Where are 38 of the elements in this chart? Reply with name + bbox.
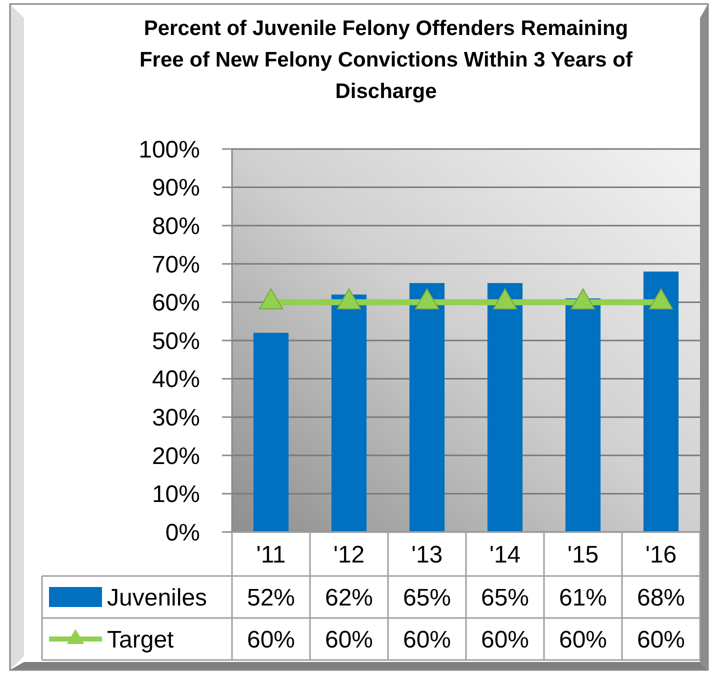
data-label: 60% xyxy=(324,626,374,654)
bar xyxy=(409,283,445,532)
x-tick-label: '15 xyxy=(567,541,599,568)
bar xyxy=(487,283,523,532)
data-label: 60% xyxy=(246,626,296,654)
y-tick-label: 50% xyxy=(152,328,200,355)
x-tick-label: '12 xyxy=(333,541,365,568)
y-tick-label: 10% xyxy=(152,481,200,508)
x-tick-label: '14 xyxy=(489,541,521,568)
y-tick-label: 90% xyxy=(152,174,200,202)
bar xyxy=(643,272,679,532)
y-tick-label: 100% xyxy=(138,136,200,164)
data-label: 61% xyxy=(558,584,608,612)
x-tick-label: '16 xyxy=(645,541,677,568)
x-tick-label: '13 xyxy=(411,541,443,568)
data-label: 60% xyxy=(480,626,530,654)
y-tick-label: 40% xyxy=(152,366,200,394)
bar xyxy=(565,298,601,532)
data-label: 65% xyxy=(402,584,452,612)
data-label: 65% xyxy=(480,584,530,612)
data-label: 60% xyxy=(636,626,686,654)
y-tick-label: 0% xyxy=(165,519,200,546)
data-label: 52% xyxy=(246,584,296,612)
y-tick-label: 20% xyxy=(152,442,200,470)
y-tick-label: 30% xyxy=(152,404,200,432)
y-tick-label: 70% xyxy=(152,251,200,278)
data-label: 68% xyxy=(636,584,686,612)
data-label: 62% xyxy=(324,584,374,612)
data-label: 60% xyxy=(402,626,452,654)
bar xyxy=(331,294,367,532)
y-tick-label: 80% xyxy=(152,213,200,240)
bar xyxy=(253,332,289,532)
data-label: 60% xyxy=(558,626,608,654)
legend-label: Juveniles xyxy=(107,584,208,612)
legend-label: Target xyxy=(107,626,174,654)
y-tick-label: 60% xyxy=(152,290,200,317)
chart-title: Percent of Juvenile Felony Offenders Remaining Free of New Felony Convictions Within 3 Years of Discharge xyxy=(139,17,634,103)
x-tick-label: '11 xyxy=(256,541,286,568)
